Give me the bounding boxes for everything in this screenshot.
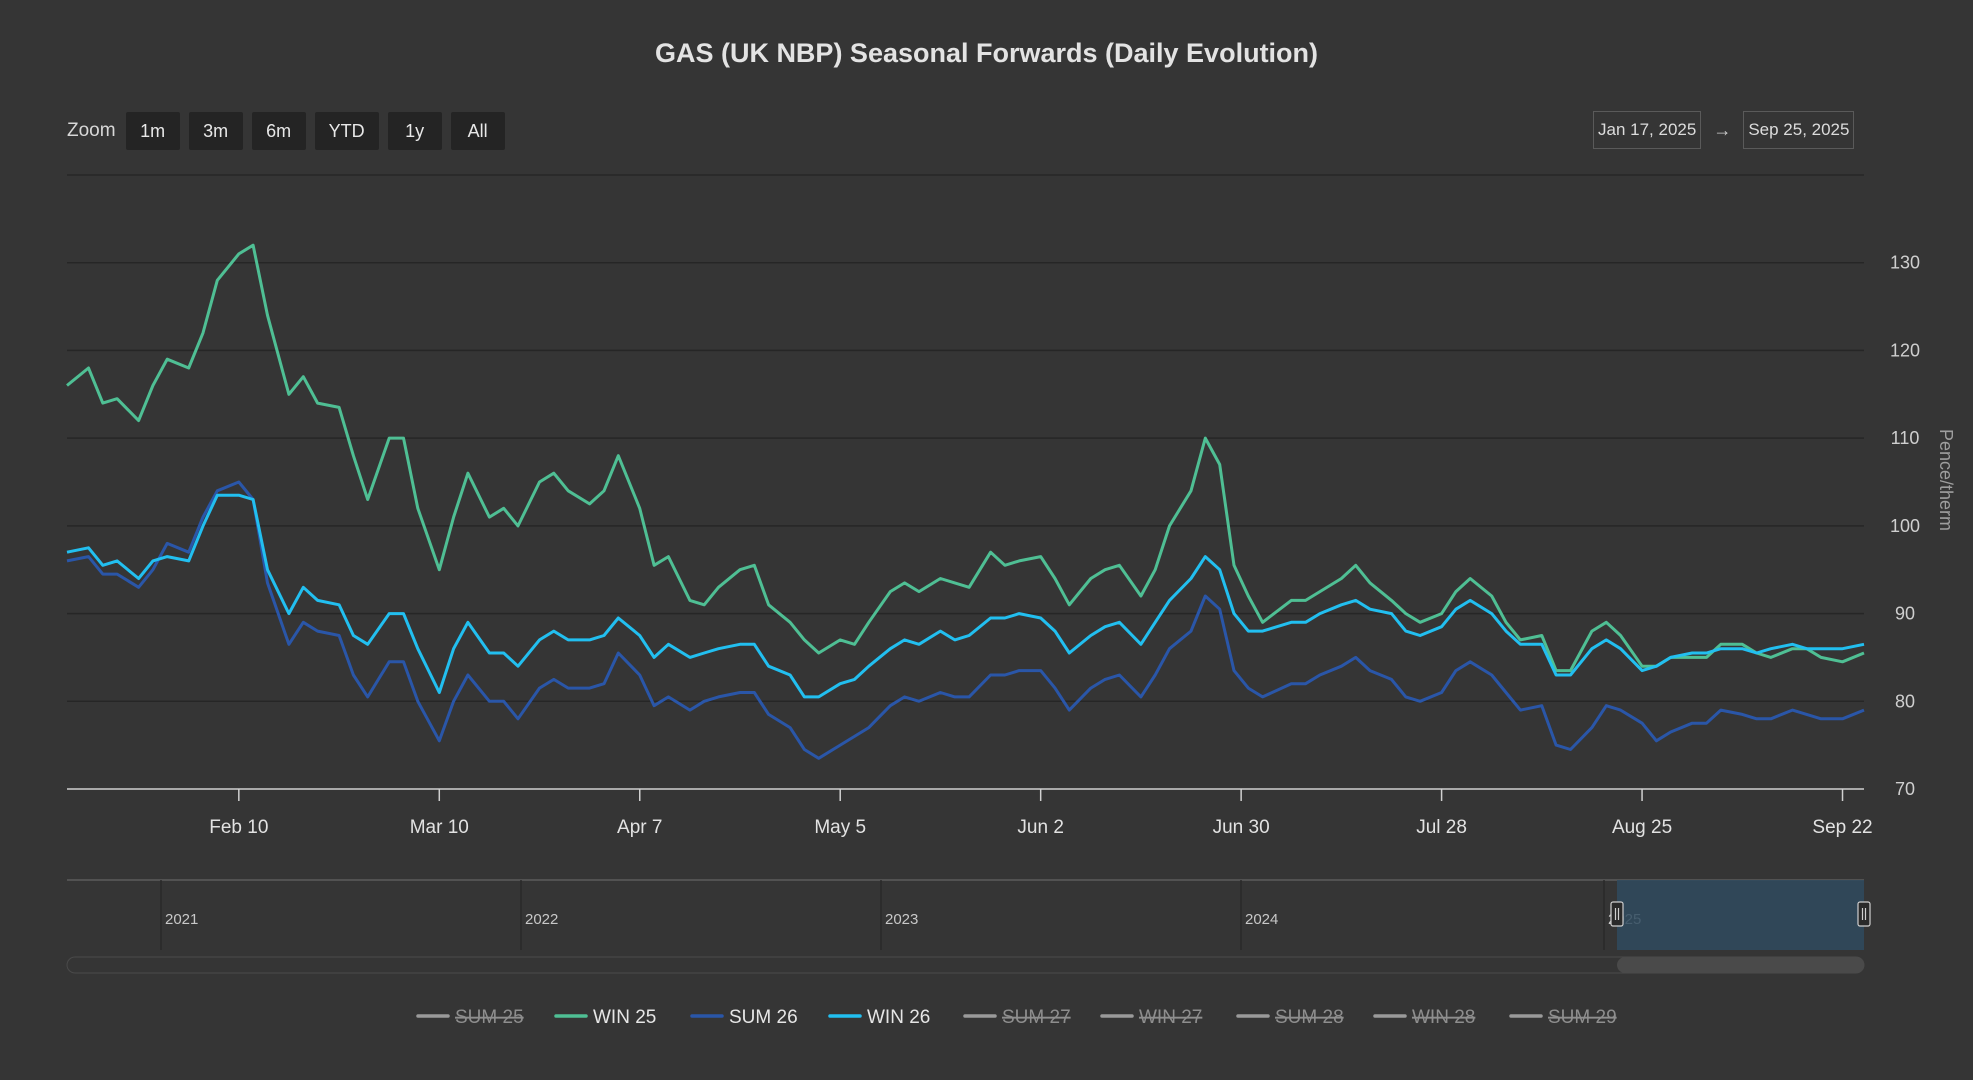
zoom-3m-button[interactable]: 3m [188, 112, 243, 150]
navigator-year-label: 2023 [885, 911, 918, 928]
legend-item-win-25[interactable]: WIN 25 [554, 1007, 656, 1028]
legend-item-win-27[interactable]: WIN 27 [1100, 1007, 1202, 1028]
x-tick-label: Sep 22 [1812, 817, 1872, 838]
navigator-selection[interactable] [1617, 880, 1864, 950]
x-tick-label: Apr 7 [617, 817, 662, 838]
y-tick-label: 110 [1891, 428, 1920, 448]
zoom-6m-button[interactable]: 6m [251, 112, 306, 150]
legend-item-sum-29[interactable]: SUM 29 [1509, 1007, 1617, 1028]
legend-label: SUM 26 [729, 1007, 798, 1028]
legend-label: WIN 25 [593, 1007, 656, 1028]
navigator-scrollbar-track[interactable] [66, 956, 1865, 974]
range-arrow: → [1713, 119, 1732, 140]
x-axis: Feb 10 Mar 10 Apr 7 May 5 Jun 2 Jun 30 Jul 28 A… [67, 788, 1873, 838]
legend-label: WIN 28 [1412, 1007, 1475, 1028]
legend-label: SUM 28 [1275, 1007, 1344, 1028]
x-tick-label: Jul 28 [1416, 817, 1467, 838]
navigator-left-handle[interactable] [1610, 901, 1624, 927]
legend-item-sum-27[interactable]: SUM 27 [963, 1007, 1071, 1028]
legend-item-sum-26[interactable]: SUM 26 [690, 1007, 798, 1028]
navigator-year-label: 2021 [165, 911, 198, 928]
zoom-toolbar: Zoom 1m 3m 6m YTD 1y All [67, 112, 514, 150]
navigator-background [67, 880, 1864, 950]
series-line-win-25[interactable] [66, 243, 1865, 673]
y-tick-label: 130 [1890, 253, 1920, 273]
legend-label: WIN 26 [867, 1007, 930, 1028]
legend-item-sum-28[interactable]: SUM 28 [1236, 1007, 1344, 1028]
x-tick-label: Jun 30 [1213, 817, 1270, 838]
range-from-input[interactable]: Jan 17, 2025 [1593, 111, 1702, 149]
navigator-right-handle[interactable] [1857, 901, 1871, 927]
x-tick-label: Feb 10 [209, 817, 268, 838]
legend-item-win-26[interactable]: WIN 26 [828, 1007, 930, 1028]
date-range-selector: Jan 17, 2025 → Sep 25, 2025 [1593, 111, 1855, 149]
y-tick-label: 100 [1890, 516, 1920, 536]
series-line-sum-26[interactable] [66, 480, 1865, 760]
legend-label: WIN 27 [1139, 1007, 1202, 1028]
navigator-scrollbar-thumb[interactable] [1617, 957, 1864, 973]
series-line-win-26[interactable] [66, 493, 1865, 699]
navigator[interactable]: 20212022202320242025 [66, 879, 1871, 974]
navigator-year-label: 2022 [525, 911, 558, 928]
x-tick-label: May 5 [814, 817, 866, 838]
y-tick-label: 80 [1895, 691, 1915, 711]
y-tick-label: 70 [1895, 779, 1915, 799]
legend-label: SUM 25 [455, 1007, 524, 1028]
zoom-1y-button[interactable]: 1y [387, 112, 442, 150]
y-axis-title: Pence/therm [1936, 429, 1956, 531]
legend-item-win-28[interactable]: WIN 28 [1373, 1007, 1475, 1028]
y-axis: 70 80 90 100 110 120 130 [1890, 253, 1920, 799]
zoom-label: Zoom [67, 120, 116, 141]
range-to-input[interactable]: Sep 25, 2025 [1743, 111, 1855, 149]
chart-title: GAS (UK NBP) Seasonal Forwards (Daily Ev… [654, 38, 1319, 68]
zoom-1m-button[interactable]: 1m [125, 112, 180, 150]
x-tick-label: Jun 2 [1017, 817, 1063, 838]
navigator-year-label: 2024 [1245, 911, 1278, 928]
x-tick-label: Aug 25 [1612, 817, 1672, 838]
legend-label: SUM 27 [1002, 1007, 1071, 1028]
legend-item-sum-25[interactable]: SUM 25 [416, 1007, 524, 1028]
series-lines [66, 243, 1865, 760]
zoom-all-button[interactable]: All [450, 112, 505, 150]
y-tick-label: 120 [1890, 340, 1920, 360]
zoom-ytd-button[interactable]: YTD [314, 112, 379, 150]
x-tick-label: Mar 10 [410, 817, 469, 838]
grid-lines [67, 174, 1864, 703]
legend: SUM 25 WIN 25 SUM 26 WIN 26 SUM 27 WIN 27 SUM … [416, 1007, 1617, 1028]
legend-label: SUM 29 [1548, 1007, 1617, 1028]
y-tick-label: 90 [1895, 604, 1915, 624]
